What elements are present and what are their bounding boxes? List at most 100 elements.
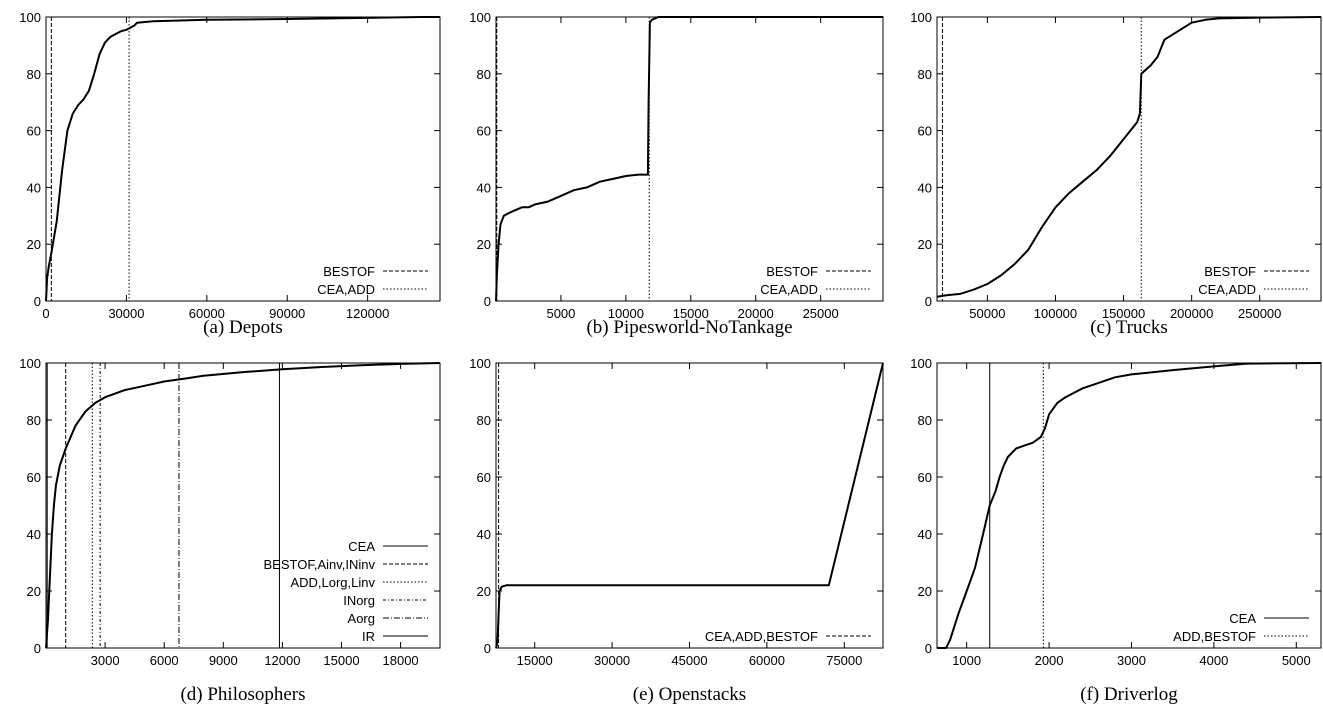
- subplot-caption: (d) Philosophers: [180, 684, 305, 705]
- x-tick-label: 10000: [608, 306, 644, 321]
- y-tick-label: 80: [477, 413, 491, 428]
- x-tick-label: 3000: [1117, 653, 1146, 668]
- subplot-caption: (a) Depots: [203, 317, 283, 338]
- x-tick-label: 18000: [383, 653, 419, 668]
- y-tick-label: 40: [477, 527, 491, 542]
- y-tick-label: 60: [477, 470, 491, 485]
- x-tick-label: 15000: [517, 653, 553, 668]
- x-tick-label: 9000: [209, 653, 238, 668]
- subplot-caption: (f) Driverlog: [1080, 684, 1178, 705]
- y-tick-label: 80: [27, 413, 41, 428]
- legend-label: BESTOF: [766, 264, 818, 279]
- y-tick-label: 40: [918, 180, 932, 195]
- x-tick-label: 90000: [269, 306, 305, 321]
- subplot-2: 0 20 40 60 80 100 5000 10000 15000 20000 25000 BEST…: [469, 10, 884, 338]
- legend-label: CEA,ADD,BESTOF: [705, 629, 818, 644]
- y-tick-label: 100: [19, 10, 41, 25]
- subplot-caption: (c) Trucks: [1090, 317, 1168, 338]
- y-tick-label: 100: [469, 356, 491, 371]
- series-curve: [937, 362, 1322, 649]
- y-tick-label: 20: [27, 237, 41, 252]
- y-tick-label: 60: [918, 124, 932, 139]
- subplot-1: 0 20 40 60 80 100 0 30000 60000 90000 120000 BESTOF…: [19, 10, 441, 338]
- x-tick-label: 3000: [91, 653, 120, 668]
- x-tick-label: 5000: [1282, 653, 1311, 668]
- legend-label: CEA: [348, 539, 375, 554]
- y-tick-label: 80: [918, 67, 932, 82]
- legend-label: CEA: [1229, 611, 1256, 626]
- y-tick-label: 80: [477, 67, 491, 82]
- y-tick-label: 80: [918, 413, 932, 428]
- x-tick-label: 30000: [108, 306, 144, 321]
- x-tick-label: 0: [42, 306, 49, 321]
- x-tick-label: 250000: [1238, 306, 1281, 321]
- x-tick-label: 45000: [671, 653, 707, 668]
- legend-label: CEA,ADD: [760, 282, 818, 297]
- subplot-6: 0 20 40 60 80 100 1000 2000 3000 4000 5000 CEA ADD,B…: [910, 356, 1322, 705]
- legend-label: IR: [362, 629, 375, 644]
- x-tick-label: 4000: [1199, 653, 1228, 668]
- y-tick-label: 100: [910, 356, 932, 371]
- series-curve: [936, 16, 1322, 298]
- series-curve: [45, 16, 440, 302]
- y-tick-label: 100: [469, 10, 491, 25]
- x-tick-label: 2000: [1035, 653, 1064, 668]
- y-tick-label: 20: [477, 237, 491, 252]
- y-tick-label: 60: [27, 124, 41, 139]
- y-tick-label: 60: [27, 470, 41, 485]
- x-tick-label: 150000: [1102, 306, 1145, 321]
- x-tick-label: 60000: [749, 653, 785, 668]
- x-tick-label: 15000: [323, 653, 359, 668]
- y-tick-label: 20: [477, 584, 491, 599]
- y-tick-label: 60: [477, 124, 491, 139]
- x-tick-label: 15000: [673, 306, 709, 321]
- series-curve: [495, 362, 884, 649]
- plot-frame: [495, 16, 884, 302]
- y-tick-label: 60: [918, 470, 932, 485]
- y-tick-label: 80: [27, 67, 41, 82]
- y-tick-label: 0: [925, 641, 932, 656]
- legend-label: CEA,ADD: [317, 282, 375, 297]
- y-tick-label: 20: [918, 237, 932, 252]
- y-tick-label: 0: [34, 641, 41, 656]
- subplot-5: 0 20 40 60 80 100 15000 30000 45000 60000 75000 CEA…: [469, 356, 884, 705]
- subplot-caption: (e) Openstacks: [633, 684, 746, 705]
- x-tick-label: 25000: [803, 306, 839, 321]
- legend-label: ADD,Lorg,Linv: [290, 575, 375, 590]
- x-tick-label: 6000: [150, 653, 179, 668]
- y-tick-label: 40: [27, 527, 41, 542]
- x-tick-label: 5000: [546, 306, 575, 321]
- series-curve: [45, 362, 441, 649]
- y-tick-label: 0: [34, 294, 41, 309]
- subplot-3: 0 20 40 60 80 100 50000 100000 150000 200000 25000…: [910, 10, 1322, 338]
- y-tick-label: 0: [484, 641, 491, 656]
- x-tick-label: 20000: [738, 306, 774, 321]
- y-tick-label: 40: [918, 527, 932, 542]
- plot-frame: [936, 362, 1322, 649]
- series-curve: [495, 16, 883, 302]
- y-tick-label: 100: [910, 10, 932, 25]
- x-tick-label: 120000: [346, 306, 389, 321]
- plot-frame: [45, 362, 441, 649]
- x-tick-label: 30000: [594, 653, 630, 668]
- legend-label: CEA,ADD: [1198, 282, 1256, 297]
- legend-label: INorg: [343, 593, 375, 608]
- x-tick-label: 12000: [264, 653, 300, 668]
- legend-label: BESTOF: [323, 264, 375, 279]
- y-tick-label: 0: [925, 294, 932, 309]
- x-tick-label: 200000: [1170, 306, 1213, 321]
- y-tick-label: 0: [484, 294, 491, 309]
- y-tick-label: 20: [918, 584, 932, 599]
- legend-label: Aorg: [348, 611, 375, 626]
- y-tick-label: 40: [477, 180, 491, 195]
- legend-label: BESTOF,Ainv,INinv: [264, 557, 376, 572]
- y-tick-label: 20: [27, 584, 41, 599]
- legend-label: BESTOF: [1204, 264, 1256, 279]
- plot-frame: [45, 16, 441, 302]
- subplot-caption: (b) Pipesworld-NoTankage: [586, 317, 792, 338]
- x-tick-label: 50000: [969, 306, 1005, 321]
- plot-frame: [495, 362, 884, 649]
- y-tick-label: 40: [27, 180, 41, 195]
- x-tick-label: 100000: [1034, 306, 1077, 321]
